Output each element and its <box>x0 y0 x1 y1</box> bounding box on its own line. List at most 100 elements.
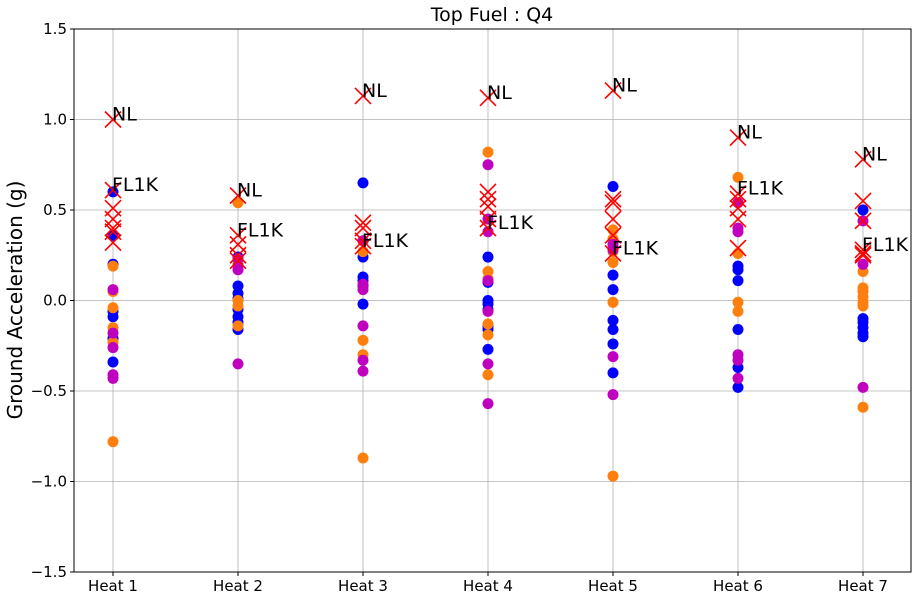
data-point-red-x <box>729 239 747 257</box>
annotation-label: NL <box>112 104 137 126</box>
data-point-red-x <box>354 232 372 250</box>
data-point-blue <box>732 381 744 393</box>
data-point-magenta <box>607 389 619 401</box>
data-point-blue <box>732 323 744 335</box>
x-marker-stroke <box>479 219 497 237</box>
data-point-blue <box>607 180 619 192</box>
data-point-blue <box>107 229 119 241</box>
y-tick-label: 1.5 <box>43 20 67 38</box>
data-point-red-x <box>354 87 372 105</box>
data-point-orange <box>357 334 369 346</box>
data-point-blue <box>857 331 869 343</box>
x-marker-stroke <box>229 252 247 270</box>
data-point-red-x <box>729 190 747 208</box>
data-point-orange <box>107 436 119 448</box>
data-point-orange <box>232 300 244 312</box>
data-point-blue <box>607 284 619 296</box>
data-point-orange <box>482 146 494 158</box>
data-point-red-x <box>729 129 747 147</box>
x-tick-label: Heat 3 <box>338 577 388 595</box>
data-point-magenta <box>482 305 494 317</box>
data-point-red-x <box>229 186 247 205</box>
data-point-magenta <box>357 320 369 332</box>
x-marker-stroke <box>729 190 747 208</box>
x-marker-stroke <box>729 210 747 228</box>
data-point-magenta <box>107 342 119 354</box>
data-point-red-x <box>854 244 872 263</box>
data-point-red-x <box>104 219 122 237</box>
annotation-label: NL <box>487 82 512 104</box>
x-marker-stroke <box>604 81 622 100</box>
x-tick-label: Heat 7 <box>838 577 888 595</box>
annotation-label: NL <box>862 143 887 165</box>
data-point-orange <box>857 401 869 413</box>
data-point-magenta <box>482 398 494 410</box>
annotation-label: FL1K <box>612 237 659 259</box>
y-tick-label: −1.0 <box>31 473 67 491</box>
data-point-red-x <box>854 241 872 259</box>
x-marker-stroke <box>104 234 122 252</box>
data-point-magenta <box>107 327 119 339</box>
data-point-orange <box>607 256 619 268</box>
x-marker-stroke <box>729 239 747 257</box>
x-marker-stroke <box>854 212 872 230</box>
data-point-blue <box>607 338 619 350</box>
data-points <box>104 81 872 482</box>
data-point-red-x <box>729 185 747 203</box>
x-marker-stroke <box>854 246 872 264</box>
data-point-blue <box>107 356 119 368</box>
annotation-label: NL <box>612 75 637 97</box>
data-point-magenta <box>357 365 369 377</box>
x-marker-stroke <box>229 226 247 244</box>
data-point-orange <box>232 197 244 209</box>
data-point-red-x <box>104 110 122 129</box>
data-point-blue <box>857 204 869 216</box>
x-tick-label: Heat 2 <box>213 577 263 595</box>
data-point-magenta <box>232 358 244 370</box>
data-point-magenta <box>607 244 619 256</box>
data-point-magenta <box>732 226 744 238</box>
data-point-orange <box>607 296 619 308</box>
data-point-red-x <box>354 237 372 255</box>
data-point-blue <box>482 343 494 355</box>
x-marker-stroke <box>479 183 497 201</box>
data-point-red-x <box>229 246 247 264</box>
data-point-orange <box>857 300 869 312</box>
data-point-orange <box>482 369 494 381</box>
data-point-magenta <box>357 354 369 366</box>
data-point-orange <box>607 470 619 482</box>
x-marker-stroke <box>354 237 372 255</box>
data-point-magenta <box>107 372 119 384</box>
x-tick-label: Heat 4 <box>463 577 513 595</box>
y-tick-label: 0.5 <box>43 201 67 219</box>
y-axis-label: Ground Acceleration (g) <box>3 181 27 420</box>
data-point-orange <box>482 329 494 341</box>
x-marker-stroke <box>604 244 622 263</box>
data-point-red-x <box>479 183 497 201</box>
data-point-red-x <box>854 192 872 210</box>
data-point-blue <box>357 177 369 189</box>
annotation-label: FL1K <box>112 174 159 196</box>
x-tick-label: Heat 6 <box>713 577 763 595</box>
data-point-red-x <box>479 89 497 107</box>
x-axis-ticks: Heat 1 Heat 2 Heat 3 Heat 4 Heat 5 Heat 6 Heat… <box>88 572 888 595</box>
data-point-blue <box>607 323 619 335</box>
x-marker-stroke <box>854 150 872 168</box>
data-point-red-x <box>604 81 622 100</box>
data-point-red-x <box>479 219 497 237</box>
x-marker-stroke <box>354 214 372 232</box>
data-point-red-x <box>729 210 747 228</box>
chart-title: Top Fuel : Q4 <box>430 4 554 26</box>
data-point-magenta <box>482 159 494 171</box>
x-marker-stroke <box>229 246 247 264</box>
data-point-red-x <box>479 197 497 215</box>
x-marker-stroke <box>729 129 747 147</box>
annotation-label: FL1K <box>862 234 909 256</box>
x-marker-stroke <box>729 185 747 203</box>
x-marker-stroke <box>854 244 872 263</box>
x-marker-stroke <box>104 219 122 237</box>
data-point-red-x <box>354 219 372 237</box>
x-marker-stroke <box>479 210 497 228</box>
data-point-red-x <box>604 244 622 263</box>
